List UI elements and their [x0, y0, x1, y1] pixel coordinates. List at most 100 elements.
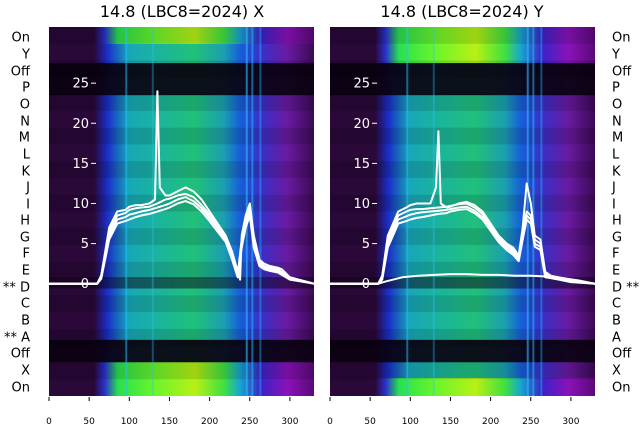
row-label: K: [612, 165, 621, 180]
heatmap-row-stripe: [49, 261, 314, 279]
heatmap-row-stripe: [49, 161, 314, 178]
row-label: Off: [11, 347, 31, 362]
row-label: E: [612, 264, 620, 279]
row-label: P: [22, 81, 30, 96]
series-line: [330, 130, 596, 285]
row-label: ** D: [3, 281, 30, 296]
chart-title-left: 14.8 (LBC8=2024) X: [100, 2, 264, 21]
y-tick-label: 0: [362, 277, 370, 292]
heatmap-band-on-bottom: [49, 362, 314, 396]
row-label: X: [21, 364, 30, 379]
x-tick-label: 150: [442, 417, 459, 427]
row-label: C: [21, 297, 30, 312]
y-tick-label: 20: [353, 117, 370, 132]
x-tick-label: 50: [83, 417, 95, 427]
row-label: On: [12, 381, 30, 396]
y-tick-label: 20: [72, 117, 89, 132]
x-tick-label: 50: [364, 417, 376, 427]
row-label: G: [20, 231, 30, 246]
row-label: N: [20, 115, 30, 130]
heatmap-row-stripe: [49, 127, 314, 145]
heatmap-band-on-bottom: [330, 378, 595, 396]
row-label: M: [612, 131, 623, 146]
row-label: J: [25, 181, 30, 196]
heatmap-row-stripe: [330, 362, 595, 380]
heatmap-row-stripe: [49, 295, 314, 313]
heatmap-row-stripe: [330, 161, 595, 178]
row-label: F: [23, 247, 30, 262]
row-label: L: [612, 148, 620, 163]
heatmap-column: [151, 27, 154, 396]
y-tick-label: 15: [72, 157, 89, 172]
y-tick-label: 25: [353, 77, 370, 92]
row-label: O: [20, 98, 30, 113]
heatmap-band-d: [330, 277, 595, 289]
row-label: Y: [21, 48, 30, 63]
row-label: Y: [611, 48, 620, 63]
row-label: ** A: [4, 331, 30, 346]
heatmap-row-stripe: [330, 228, 595, 246]
y-tick-label: 5: [81, 237, 89, 252]
x-tick-label: 300: [281, 417, 298, 427]
heatmap-band-off-top: [49, 63, 314, 96]
heatmap-band-off-bottom: [330, 339, 595, 363]
row-label: P: [612, 81, 620, 96]
row-label: L: [23, 148, 31, 163]
series-line: [330, 205, 596, 285]
series-line: [49, 90, 315, 285]
heatmap-band-off-bottom: [49, 339, 314, 363]
heatmap-row-stripe: [49, 328, 314, 346]
x-tick-label: 200: [482, 417, 499, 427]
heatmap-row-stripe: [330, 127, 595, 145]
x-tick-label: 100: [121, 417, 138, 427]
row-label: X: [612, 364, 621, 379]
heatmap-row-stripe: [330, 328, 595, 346]
heatmap-row-stripe: [49, 362, 314, 380]
heatmap-column: [532, 27, 535, 396]
heatmap-column: [251, 27, 254, 396]
heatmap-row-stripe: [330, 60, 595, 78]
heatmap-band-off-top: [330, 63, 595, 96]
heatmap-column: [540, 27, 543, 396]
row-label: C: [612, 297, 621, 312]
row-label: H: [20, 214, 30, 229]
x-tick-label: 0: [46, 417, 52, 427]
x-tick-label: 150: [161, 417, 178, 427]
heatmap-row-stripe: [330, 261, 595, 279]
row-label: D **: [612, 281, 640, 296]
heatmap-row-stripe: [330, 27, 595, 44]
x-tick-label: 250: [522, 417, 539, 427]
row-label: Off: [612, 347, 632, 362]
x-tick-label: 300: [562, 417, 579, 427]
x-tick-label: 250: [241, 417, 258, 427]
row-label: G: [612, 231, 622, 246]
heatmap-band-d: [49, 277, 314, 289]
row-label: Off: [11, 65, 31, 80]
y-tick-label: 10: [72, 197, 89, 212]
row-label: Off: [612, 65, 632, 80]
row-label: N: [612, 115, 622, 130]
row-label: J: [611, 181, 616, 196]
series-line: [330, 202, 596, 285]
row-label: F: [612, 247, 619, 262]
row-label: M: [19, 131, 30, 146]
y-tick-label: 0: [81, 277, 89, 292]
heatmap-row-stripe: [49, 60, 314, 78]
chart-title-right: 14.8 (LBC8=2024) Y: [380, 2, 543, 21]
y-tick-label: 15: [353, 157, 370, 172]
row-label: On: [12, 31, 30, 46]
x-tick-label: 200: [201, 417, 218, 427]
row-label: B: [612, 314, 621, 329]
heatmap-band-on-top: [49, 27, 314, 44]
row-label: A: [612, 331, 621, 346]
heatmap-row-stripe: [49, 228, 314, 246]
row-label: I: [612, 198, 616, 213]
y-tick-label: 10: [353, 197, 370, 212]
row-label: On: [612, 381, 630, 396]
heatmap-row-stripe: [49, 94, 314, 111]
row-label: H: [612, 214, 622, 229]
row-label: On: [612, 31, 630, 46]
